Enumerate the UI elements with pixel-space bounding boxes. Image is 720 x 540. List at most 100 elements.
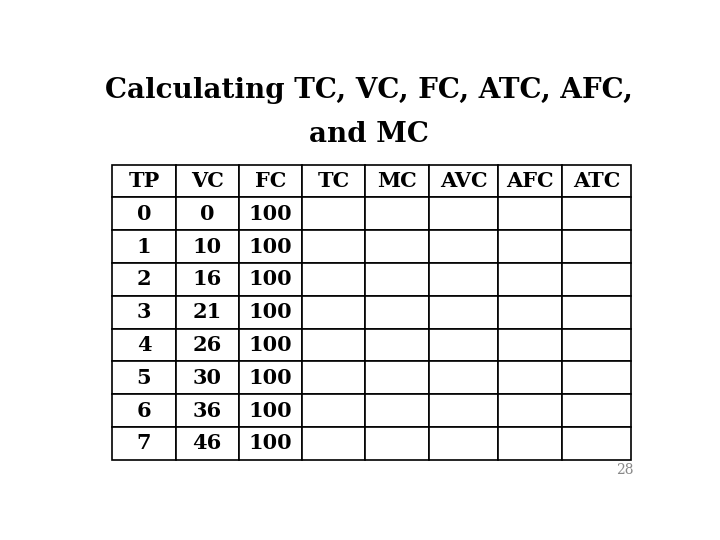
- Bar: [498, 263, 562, 296]
- Bar: [562, 394, 631, 427]
- Text: 6: 6: [137, 401, 151, 421]
- Bar: [562, 427, 631, 460]
- Bar: [428, 329, 498, 361]
- Bar: [366, 329, 428, 361]
- Bar: [112, 198, 176, 230]
- Bar: [366, 361, 428, 394]
- Text: 100: 100: [248, 237, 292, 256]
- Bar: [176, 361, 239, 394]
- Bar: [302, 165, 366, 198]
- Bar: [239, 361, 302, 394]
- Bar: [562, 263, 631, 296]
- Text: TP: TP: [128, 171, 160, 191]
- Text: 0: 0: [200, 204, 215, 224]
- Text: 100: 100: [248, 269, 292, 289]
- Text: 16: 16: [193, 269, 222, 289]
- Bar: [562, 165, 631, 198]
- Bar: [176, 329, 239, 361]
- Bar: [302, 361, 366, 394]
- Text: 2: 2: [137, 269, 151, 289]
- Bar: [239, 329, 302, 361]
- Bar: [562, 296, 631, 329]
- Bar: [239, 165, 302, 198]
- Bar: [428, 361, 498, 394]
- Text: and MC: and MC: [309, 121, 429, 148]
- Text: 100: 100: [248, 368, 292, 388]
- Text: TC: TC: [318, 171, 350, 191]
- Bar: [498, 329, 562, 361]
- Text: ATC: ATC: [573, 171, 620, 191]
- Text: VC: VC: [191, 171, 224, 191]
- Text: 100: 100: [248, 204, 292, 224]
- Bar: [112, 263, 176, 296]
- Bar: [176, 198, 239, 230]
- Bar: [112, 394, 176, 427]
- Bar: [498, 296, 562, 329]
- Bar: [498, 198, 562, 230]
- Bar: [366, 427, 428, 460]
- Text: 28: 28: [616, 463, 634, 477]
- Bar: [366, 198, 428, 230]
- Text: 4: 4: [137, 335, 151, 355]
- Bar: [302, 329, 366, 361]
- Bar: [302, 427, 366, 460]
- Bar: [498, 427, 562, 460]
- Bar: [239, 296, 302, 329]
- Bar: [176, 296, 239, 329]
- Bar: [562, 329, 631, 361]
- Bar: [176, 263, 239, 296]
- Bar: [366, 263, 428, 296]
- Text: 10: 10: [193, 237, 222, 256]
- Bar: [239, 394, 302, 427]
- Text: 100: 100: [248, 434, 292, 454]
- Text: Calculating TC, VC, FC, ATC, AFC,: Calculating TC, VC, FC, ATC, AFC,: [105, 77, 633, 104]
- Bar: [302, 394, 366, 427]
- Bar: [112, 361, 176, 394]
- Bar: [112, 329, 176, 361]
- Bar: [176, 394, 239, 427]
- Bar: [498, 165, 562, 198]
- Bar: [239, 198, 302, 230]
- Text: 100: 100: [248, 401, 292, 421]
- Bar: [498, 230, 562, 263]
- Bar: [428, 263, 498, 296]
- Bar: [112, 296, 176, 329]
- Bar: [302, 198, 366, 230]
- Bar: [562, 230, 631, 263]
- Bar: [112, 427, 176, 460]
- Bar: [366, 230, 428, 263]
- Text: 46: 46: [193, 434, 222, 454]
- Bar: [562, 198, 631, 230]
- Text: 3: 3: [137, 302, 151, 322]
- Text: AVC: AVC: [440, 171, 487, 191]
- Bar: [428, 165, 498, 198]
- Text: 36: 36: [193, 401, 222, 421]
- Bar: [428, 427, 498, 460]
- Text: 30: 30: [193, 368, 222, 388]
- Text: 7: 7: [137, 434, 151, 454]
- Bar: [428, 394, 498, 427]
- Text: 100: 100: [248, 335, 292, 355]
- Text: 26: 26: [193, 335, 222, 355]
- Bar: [239, 230, 302, 263]
- Text: 1: 1: [137, 237, 151, 256]
- Bar: [176, 427, 239, 460]
- Bar: [428, 230, 498, 263]
- Text: MC: MC: [377, 171, 417, 191]
- Bar: [498, 361, 562, 394]
- Text: FC: FC: [255, 171, 287, 191]
- Text: 100: 100: [248, 302, 292, 322]
- Bar: [239, 427, 302, 460]
- Text: 21: 21: [193, 302, 222, 322]
- Bar: [112, 165, 176, 198]
- Bar: [239, 263, 302, 296]
- Bar: [112, 230, 176, 263]
- Bar: [302, 296, 366, 329]
- Bar: [302, 230, 366, 263]
- Text: 0: 0: [137, 204, 151, 224]
- Bar: [176, 165, 239, 198]
- Bar: [562, 361, 631, 394]
- Bar: [366, 296, 428, 329]
- Bar: [428, 198, 498, 230]
- Bar: [428, 296, 498, 329]
